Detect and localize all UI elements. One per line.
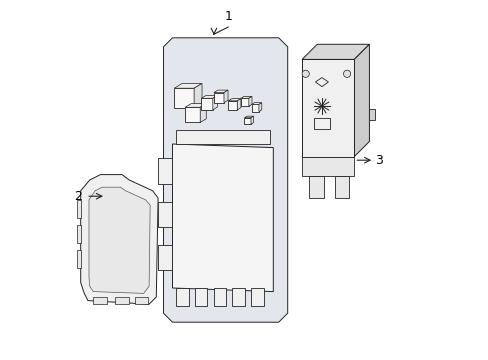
Bar <box>213 288 225 306</box>
Polygon shape <box>258 103 261 112</box>
Polygon shape <box>77 200 81 218</box>
Polygon shape <box>305 157 350 160</box>
Polygon shape <box>251 103 261 104</box>
Polygon shape <box>77 225 81 243</box>
Bar <box>251 104 258 112</box>
Bar <box>176 130 269 144</box>
Bar <box>232 288 244 306</box>
Bar <box>158 158 172 184</box>
Polygon shape <box>134 297 148 304</box>
Polygon shape <box>302 44 368 59</box>
Circle shape <box>302 70 309 77</box>
Polygon shape <box>174 84 202 88</box>
Polygon shape <box>89 187 150 293</box>
Polygon shape <box>185 104 206 107</box>
Bar <box>302 59 354 157</box>
Bar <box>302 157 354 176</box>
Polygon shape <box>354 44 368 157</box>
Polygon shape <box>368 109 374 120</box>
Polygon shape <box>213 90 227 93</box>
Bar <box>201 98 212 110</box>
Polygon shape <box>224 90 227 103</box>
Polygon shape <box>248 96 251 106</box>
Polygon shape <box>93 297 107 304</box>
Bar <box>213 93 224 103</box>
Polygon shape <box>163 38 287 322</box>
Bar <box>241 98 248 106</box>
Bar <box>194 288 207 306</box>
Polygon shape <box>212 95 217 110</box>
Text: 3: 3 <box>374 154 382 167</box>
Polygon shape <box>244 116 253 118</box>
Bar <box>228 101 237 110</box>
Polygon shape <box>237 99 241 110</box>
Polygon shape <box>77 250 81 268</box>
Bar <box>185 107 200 122</box>
Polygon shape <box>172 144 273 292</box>
Bar <box>250 288 263 306</box>
Polygon shape <box>250 116 253 124</box>
Bar <box>158 245 172 270</box>
Bar <box>244 118 250 124</box>
Bar <box>174 88 194 108</box>
Polygon shape <box>115 297 128 304</box>
Bar <box>313 118 329 129</box>
Polygon shape <box>241 96 251 98</box>
Text: 1: 1 <box>224 10 232 23</box>
Polygon shape <box>194 84 202 108</box>
Polygon shape <box>81 175 158 304</box>
Polygon shape <box>228 99 241 101</box>
Bar <box>158 202 172 227</box>
Polygon shape <box>201 95 217 98</box>
Polygon shape <box>334 176 348 198</box>
Polygon shape <box>200 104 206 122</box>
Polygon shape <box>309 176 323 198</box>
Bar <box>176 288 188 306</box>
Text: 2: 2 <box>75 190 82 203</box>
Circle shape <box>343 70 350 77</box>
